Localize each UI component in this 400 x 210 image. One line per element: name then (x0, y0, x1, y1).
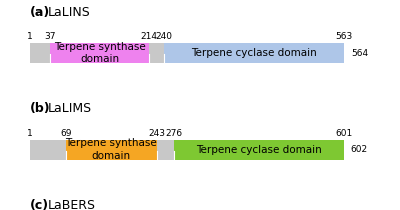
Text: Terpene synthase
domain: Terpene synthase domain (54, 42, 146, 64)
Text: 37: 37 (45, 32, 56, 41)
Text: 214: 214 (141, 32, 158, 41)
Bar (157, 140, 174, 160)
Bar (50, 43, 149, 63)
Bar (30, 43, 50, 63)
Text: Terpene cyclase domain: Terpene cyclase domain (196, 145, 322, 155)
Text: 564: 564 (351, 49, 368, 58)
Text: (a): (a) (30, 6, 50, 19)
Text: 69: 69 (60, 129, 72, 138)
Bar (30, 140, 66, 160)
Bar (149, 43, 164, 63)
Bar (66, 140, 157, 160)
Text: Terpene synthase
domain: Terpene synthase domain (66, 138, 157, 161)
Text: (b): (b) (30, 102, 51, 115)
Text: 563: 563 (335, 32, 353, 41)
Text: 601: 601 (336, 129, 353, 138)
Text: 602: 602 (351, 145, 368, 154)
Bar (164, 43, 344, 63)
Text: 276: 276 (166, 129, 183, 138)
Bar (174, 140, 344, 160)
Text: LaLIMS: LaLIMS (48, 102, 92, 115)
Text: 1: 1 (28, 32, 33, 41)
Text: Terpene cyclase domain: Terpene cyclase domain (191, 48, 317, 58)
Text: LaLINS: LaLINS (48, 6, 90, 19)
Text: 240: 240 (155, 32, 172, 41)
Text: 243: 243 (148, 129, 165, 138)
Text: 1: 1 (28, 129, 33, 138)
Text: (c): (c) (30, 199, 50, 210)
Text: LaBERS: LaBERS (48, 199, 96, 210)
